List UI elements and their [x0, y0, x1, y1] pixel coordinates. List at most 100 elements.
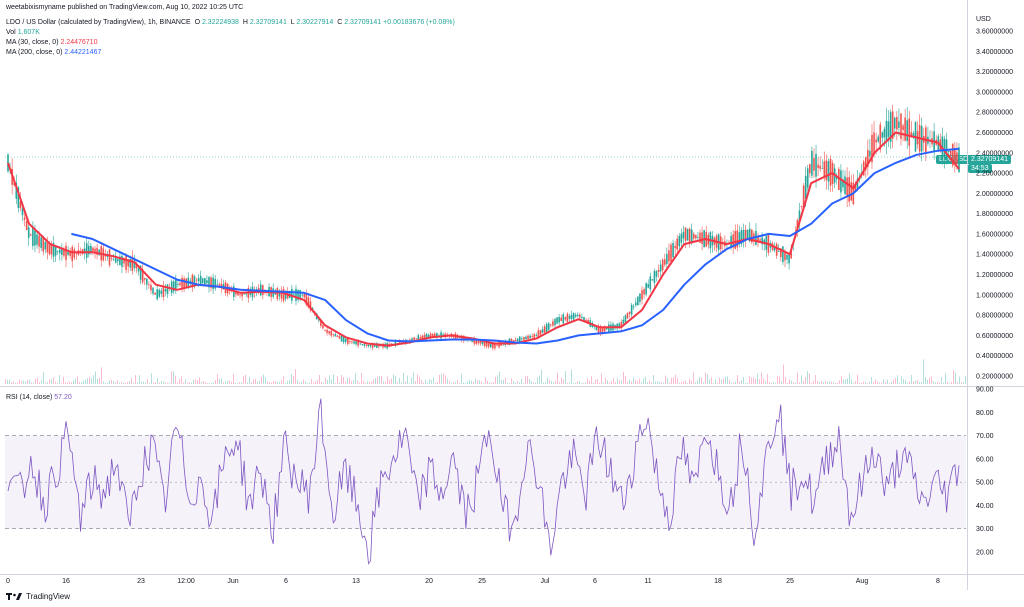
volume-bar [801, 375, 802, 384]
volume-bar [379, 376, 380, 384]
price-tag-symbol: LDOUSD [936, 155, 972, 164]
candle-body [527, 335, 529, 340]
candle-body [680, 233, 683, 243]
rsi-legend[interactable]: RSI (14, close) 57.20 [6, 393, 72, 402]
volume-bar [163, 381, 164, 384]
candle-body [413, 337, 415, 342]
ma30-legend[interactable]: MA (30, close, 0) 2.24476710 [6, 38, 97, 47]
volume-bar [237, 382, 238, 384]
volume-bar [169, 382, 170, 384]
candle-body [431, 333, 434, 338]
volume-bar [383, 381, 384, 384]
volume-bar [489, 382, 490, 384]
candle-body [365, 345, 368, 346]
candle-body [21, 208, 24, 216]
candle-body [295, 288, 297, 301]
candle-body [485, 340, 488, 347]
candle-body [550, 324, 552, 326]
candle-body [160, 290, 163, 294]
ma200-legend[interactable]: MA (200, close, 0) 2.44221467 [6, 48, 101, 57]
volume-bar [561, 377, 562, 384]
volume-bar [245, 374, 246, 384]
rsi-label: RSI (14, close) [6, 394, 53, 401]
volume-bar [7, 379, 8, 384]
volume-bar [249, 376, 250, 384]
volume-bar [843, 379, 844, 384]
ma30-label: MA (30, close, 0) [6, 39, 59, 46]
volume-bar [95, 371, 96, 384]
candle-body [761, 237, 763, 245]
volume-bar [65, 382, 66, 384]
candle-body [817, 164, 819, 168]
volume-bar [419, 376, 420, 384]
price-tick-label: 3.00000000 [976, 89, 1013, 96]
candle-body [763, 239, 766, 245]
volume-bar [813, 380, 814, 384]
volume-bar [157, 378, 158, 384]
footer-brand[interactable]: TradingView [6, 592, 70, 601]
volume-bar [497, 375, 498, 384]
volume-bar [297, 379, 298, 384]
volume-bar [515, 382, 516, 384]
volume-bar [395, 376, 396, 384]
volume-bar [335, 382, 336, 384]
rsi-tick-label: 30.00 [976, 526, 994, 533]
volume-bar [831, 381, 832, 384]
candle-body [204, 277, 206, 285]
volume-bar [687, 382, 688, 384]
volume-bar [565, 371, 566, 384]
candle-body [668, 250, 670, 262]
volume-bar [331, 379, 332, 384]
candle-body [846, 177, 848, 198]
volume-bar [85, 379, 86, 384]
candle-body [309, 301, 312, 311]
candle-body [572, 313, 575, 320]
candle-body [593, 326, 596, 327]
candle-body [48, 242, 51, 255]
candle-body [496, 344, 498, 346]
candle-body [170, 281, 173, 293]
volume-bar [441, 373, 442, 384]
candle-body [243, 293, 245, 295]
candle-body [813, 157, 815, 171]
volume-bar [247, 382, 248, 384]
price-tick-label: 3.40000000 [976, 49, 1013, 56]
volume-bar [611, 381, 612, 384]
volume-bar [651, 382, 652, 384]
volume-bar [195, 379, 196, 384]
volume-bar [263, 374, 264, 384]
candle-body [119, 256, 121, 265]
candle-body [85, 243, 88, 258]
volume-bar [67, 382, 68, 384]
volume-bar [283, 376, 284, 384]
volume-bar [599, 382, 600, 384]
price-tick-label: 1.20000000 [976, 272, 1013, 279]
price-tick-label: 0.60000000 [976, 333, 1013, 340]
volume-bar [29, 379, 30, 384]
price-tick-label: 0.80000000 [976, 313, 1013, 320]
candle-body [340, 335, 343, 342]
candle-body [682, 231, 685, 239]
candle-body [699, 232, 701, 243]
candle-body [744, 229, 747, 241]
candle-body [351, 341, 353, 343]
volume-bar [705, 372, 706, 384]
volume-bar [487, 380, 488, 384]
volume-bar [793, 382, 794, 384]
time-tick-label: 6 [284, 578, 288, 585]
volume-bar [417, 374, 418, 384]
volume-bar [859, 382, 860, 384]
volume-bar [61, 382, 62, 384]
candle-body [282, 288, 285, 301]
volume-bar [431, 380, 432, 384]
volume-bar [627, 382, 628, 384]
candle-body [809, 164, 811, 174]
price-tick-label: 2.40000000 [976, 150, 1013, 157]
volume-bar [933, 380, 934, 384]
candle-body [436, 333, 438, 338]
volume-bar [329, 375, 330, 384]
volume-bar [555, 380, 556, 384]
volume-bar [909, 381, 910, 384]
candle-body [875, 139, 877, 143]
